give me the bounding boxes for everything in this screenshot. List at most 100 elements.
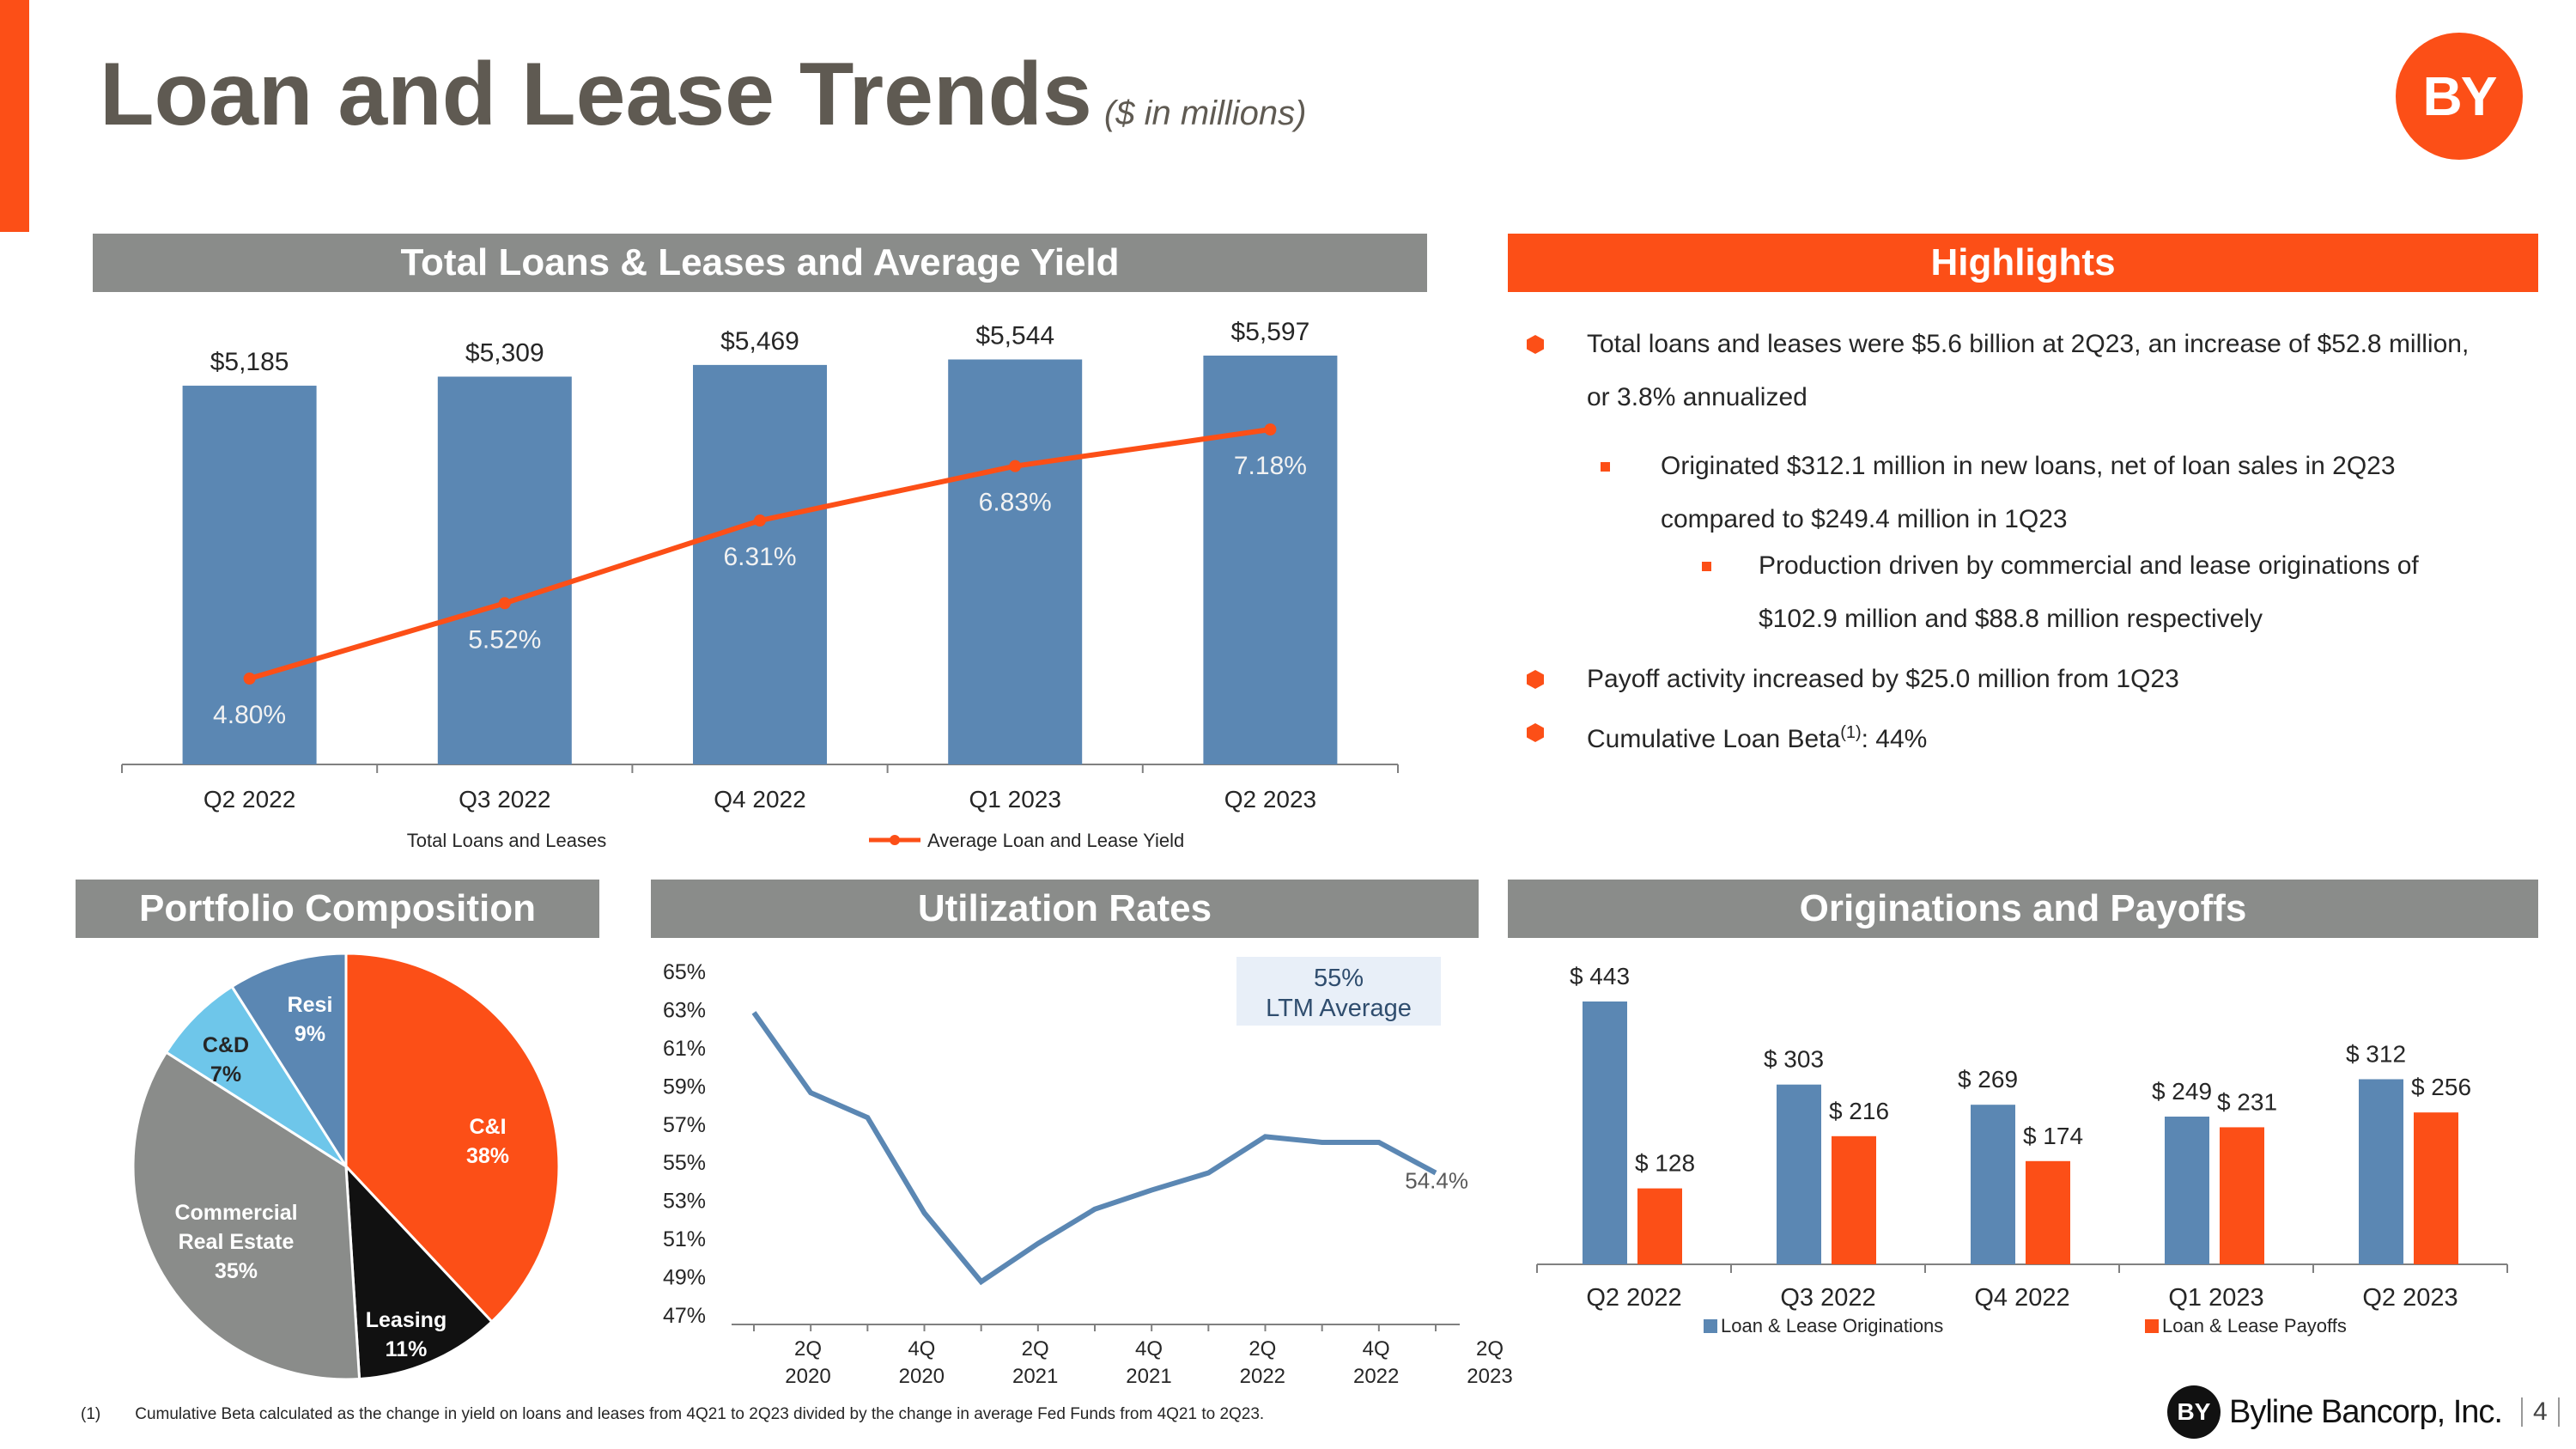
pie-label: C&I — [469, 1115, 506, 1139]
loan-bar — [948, 359, 1083, 764]
bar-value-label: $5,309 — [465, 338, 544, 367]
pie-slice — [344, 952, 561, 1324]
origination-bar — [2359, 1079, 2403, 1264]
x-tick-label: 2021 — [1012, 1365, 1058, 1388]
payoff-bar — [1832, 1135, 1876, 1264]
y-tick-label: 61% — [663, 1037, 706, 1061]
footer-brand: BY Byline Bancorp, Inc. 4 — [2167, 1383, 2560, 1441]
end-value-label: 54.4% — [1405, 1168, 1468, 1194]
loan-bar — [437, 376, 572, 764]
pie-slice — [131, 1050, 361, 1381]
y-tick-label: 51% — [663, 1227, 706, 1251]
yield-label: 7.18% — [1234, 452, 1307, 480]
pie-percent: 35% — [215, 1259, 258, 1283]
legend-loans: Total Loans and Leases — [407, 830, 606, 851]
x-tick-label: Q1 2023 — [2168, 1284, 2263, 1312]
origination-bar — [2165, 1117, 2209, 1264]
origination-bar — [1583, 1002, 1627, 1264]
payoff-bar — [2026, 1160, 2070, 1264]
loan-bar — [182, 386, 317, 764]
bullet-icon — [1527, 335, 1544, 354]
portfolio-section-header: Portfolio Composition — [76, 880, 599, 938]
x-tick-label: Q2 2023 — [1224, 786, 1316, 813]
legend-payoffs: Loan & Lease Payoffs — [2162, 1315, 2347, 1336]
highlight-text: Payoff activity increased by $25.0 milli… — [1587, 665, 2179, 693]
highlight-text: : 44% — [1861, 725, 1928, 753]
origination-label: $ 269 — [1958, 1066, 2018, 1093]
highlight-item: Payoff activity increased by $25.0 milli… — [1527, 653, 2540, 706]
pie-label: Commercial — [174, 1201, 297, 1225]
ltm-value: 55% — [1314, 965, 1364, 992]
pie-percent: 9% — [295, 1022, 325, 1046]
x-tick-label: 2Q — [1476, 1337, 1504, 1361]
x-tick-label: Q3 2022 — [459, 786, 550, 813]
payoff-bar — [1637, 1188, 1682, 1264]
y-tick-label: 59% — [663, 1075, 706, 1099]
pie-slice — [164, 984, 348, 1168]
x-tick-label: Q2 2022 — [204, 786, 295, 813]
payoff-label: $ 174 — [2023, 1123, 2083, 1149]
payoff-label: $ 256 — [2411, 1074, 2471, 1100]
highlight-text: Production driven by commercial and leas… — [1759, 551, 2419, 580]
page-title: Loan and Lease Trends ($ in millions) — [100, 45, 1307, 144]
highlights-section-header: Highlights — [1508, 234, 2538, 292]
origination-label: $ 303 — [1764, 1046, 1824, 1073]
highlight-text: compared to $249.4 million in 1Q23 — [1661, 505, 2068, 533]
loans-section-header: Total Loans & Leases and Average Yield — [93, 234, 1427, 292]
bullet-icon — [1702, 562, 1711, 571]
x-tick-label: 2022 — [1240, 1365, 1285, 1388]
bullet-icon — [1527, 670, 1544, 689]
yield-point — [1264, 423, 1277, 435]
legend-originations-swatch — [1704, 1319, 1717, 1333]
highlight-item: Cumulative Loan Beta(1): 44% — [1527, 706, 2540, 766]
payoff-bar — [2414, 1112, 2458, 1264]
x-tick-label: 2020 — [785, 1365, 830, 1388]
byline-logo: BY — [2396, 33, 2523, 160]
pie-percent: 7% — [210, 1062, 241, 1087]
yield-label: 6.83% — [979, 489, 1052, 517]
highlight-text: Total loans and leases were $5.6 billion… — [1587, 330, 2470, 358]
highlight-text: Originated $312.1 million in new loans, … — [1661, 452, 2396, 480]
utilization-section-header: Utilization Rates — [651, 880, 1479, 938]
x-tick-label: 2Q — [794, 1337, 822, 1361]
origination-label: $ 312 — [2346, 1040, 2406, 1067]
loan-bar — [693, 364, 827, 764]
x-tick-label: Q1 2023 — [969, 786, 1060, 813]
footnote: (1) Cumulative Beta calculated as the cha… — [81, 1405, 1265, 1423]
pie-percent: 11% — [386, 1337, 428, 1361]
highlight-text: $102.9 million and $88.8 million respect… — [1759, 605, 2263, 633]
payoff-label: $ 231 — [2217, 1088, 2277, 1115]
x-tick-label: 2Q — [1249, 1337, 1276, 1361]
x-tick-label: Q2 2023 — [2362, 1284, 2458, 1312]
x-tick-label: Q2 2022 — [1586, 1284, 1681, 1312]
x-tick-label: Q4 2022 — [714, 786, 805, 813]
pie-label: C&D — [203, 1033, 249, 1057]
loan-bar — [1203, 356, 1338, 764]
yield-point — [498, 597, 511, 610]
origination-label: $ 249 — [2152, 1078, 2212, 1105]
footnote-ref: (1) — [1840, 723, 1862, 742]
company-name: Byline Bancorp, Inc. — [2229, 1393, 2503, 1430]
bullet-icon — [1527, 723, 1544, 742]
legend-yield-marker — [890, 835, 900, 845]
x-tick-label: 2022 — [1353, 1365, 1399, 1388]
payoff-bar — [2220, 1127, 2264, 1264]
x-tick-label: 2020 — [899, 1365, 945, 1388]
yield-label: 6.31% — [723, 543, 796, 571]
x-tick-label: 4Q — [1135, 1337, 1163, 1361]
y-tick-label: 65% — [663, 960, 706, 984]
legend-originations: Loan & Lease Originations — [1721, 1315, 1943, 1336]
x-tick-label: 4Q — [1363, 1337, 1390, 1361]
highlight-item: Originated $312.1 million in new loans, … — [1527, 440, 2540, 546]
y-tick-label: 55% — [663, 1151, 706, 1175]
bar-value-label: $5,597 — [1231, 318, 1310, 346]
yield-label: 5.52% — [468, 625, 541, 654]
pie-label: Resi — [288, 993, 333, 1017]
x-tick-label: 2021 — [1126, 1365, 1171, 1388]
highlight-text: Cumulative Loan Beta — [1587, 725, 1841, 753]
origination-bar — [1971, 1105, 2015, 1264]
origination-label: $ 443 — [1570, 963, 1630, 989]
pie-label: Leasing — [366, 1308, 447, 1332]
highlight-text: or 3.8% annualized — [1587, 383, 1807, 411]
